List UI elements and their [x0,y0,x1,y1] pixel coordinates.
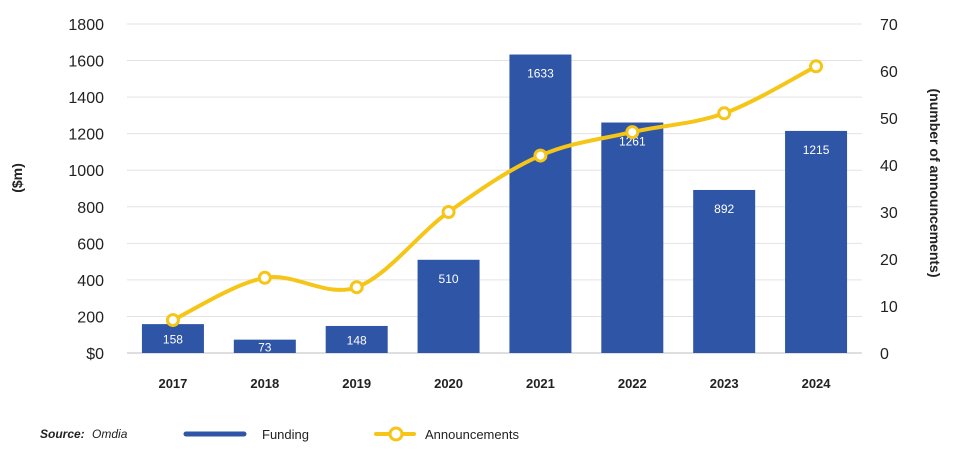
y-tick-left: 1400 [68,90,104,107]
x-tick: 2024 [802,376,832,391]
y-tick-right: 20 [880,252,898,269]
y-tick-left: $0 [86,346,104,363]
legend-announcements-label: Announcements [425,427,519,442]
bar [785,130,848,353]
announcements-line [165,59,824,328]
bar-value-label: 1215 [803,143,830,157]
y-tick-left: 600 [77,236,104,253]
y-tick-right: 40 [880,158,898,175]
y-tick-right: 50 [880,111,898,128]
y-tick-left: 800 [77,200,104,217]
bar [601,122,664,354]
announcements-point [165,313,180,328]
source-note: Source: Omdia [40,427,128,441]
bar [509,54,572,353]
y-tick-left: 1800 [68,17,104,34]
bar-value-label: 892 [714,202,734,216]
x-tick: 2017 [158,376,187,391]
y-axis-title-right: (number of announcements) [927,88,943,277]
y-axis-title-left: ($m) [9,163,25,193]
announcements-point [625,125,640,140]
announcements-point [809,59,824,74]
y-tick-left: 200 [77,309,104,326]
announcements-line-path [170,64,819,323]
y-tick-right: 70 [880,17,898,34]
y-tick-right: 10 [880,299,898,316]
legend-announcements-marker [388,426,404,442]
bar-value-label: 1261 [619,135,646,149]
bar [417,259,480,353]
announcements-point [441,205,456,219]
x-tick: 2018 [250,376,279,391]
y-tick-left: 1000 [68,163,104,180]
announcements-point [533,148,548,163]
source-name: Omdia [92,427,128,441]
x-tick: 2020 [434,376,463,391]
legend-funding-label: Funding [262,427,309,442]
x-tick: 2023 [710,376,739,391]
bar-value-label: 158 [163,333,183,347]
y-tick-left: 400 [77,273,104,290]
y-tick-left: 1200 [68,127,104,144]
bar-value-label: 148 [347,333,367,347]
announcements-point [257,270,272,285]
x-tick: 2022 [618,376,647,391]
funding-bars: 158 73 148 510 1633 1261 892 1215 [141,54,848,354]
x-tick: 2021 [526,376,555,391]
bar-value-label: 510 [439,272,459,286]
y-tick-left: 1600 [68,54,104,71]
source-label: Source: [40,427,85,441]
y-tick-right: 30 [880,205,898,222]
x-tick: 2019 [342,376,371,391]
bar [141,324,204,353]
bar [325,325,388,353]
announcements-point [349,280,364,295]
legend: Funding Announcements [183,426,519,442]
bar [693,189,756,353]
bar-value-label: 73 [258,340,272,354]
bar-value-label: 1633 [527,67,554,81]
y-tick-right: 0 [880,346,889,363]
announcements-point [717,106,732,121]
bar [233,339,296,353]
y-tick-right: 60 [880,64,898,81]
axes: $0 200 400 600 800 1000 1200 1400 1600 1800 0 10 20 3… [68,17,897,391]
